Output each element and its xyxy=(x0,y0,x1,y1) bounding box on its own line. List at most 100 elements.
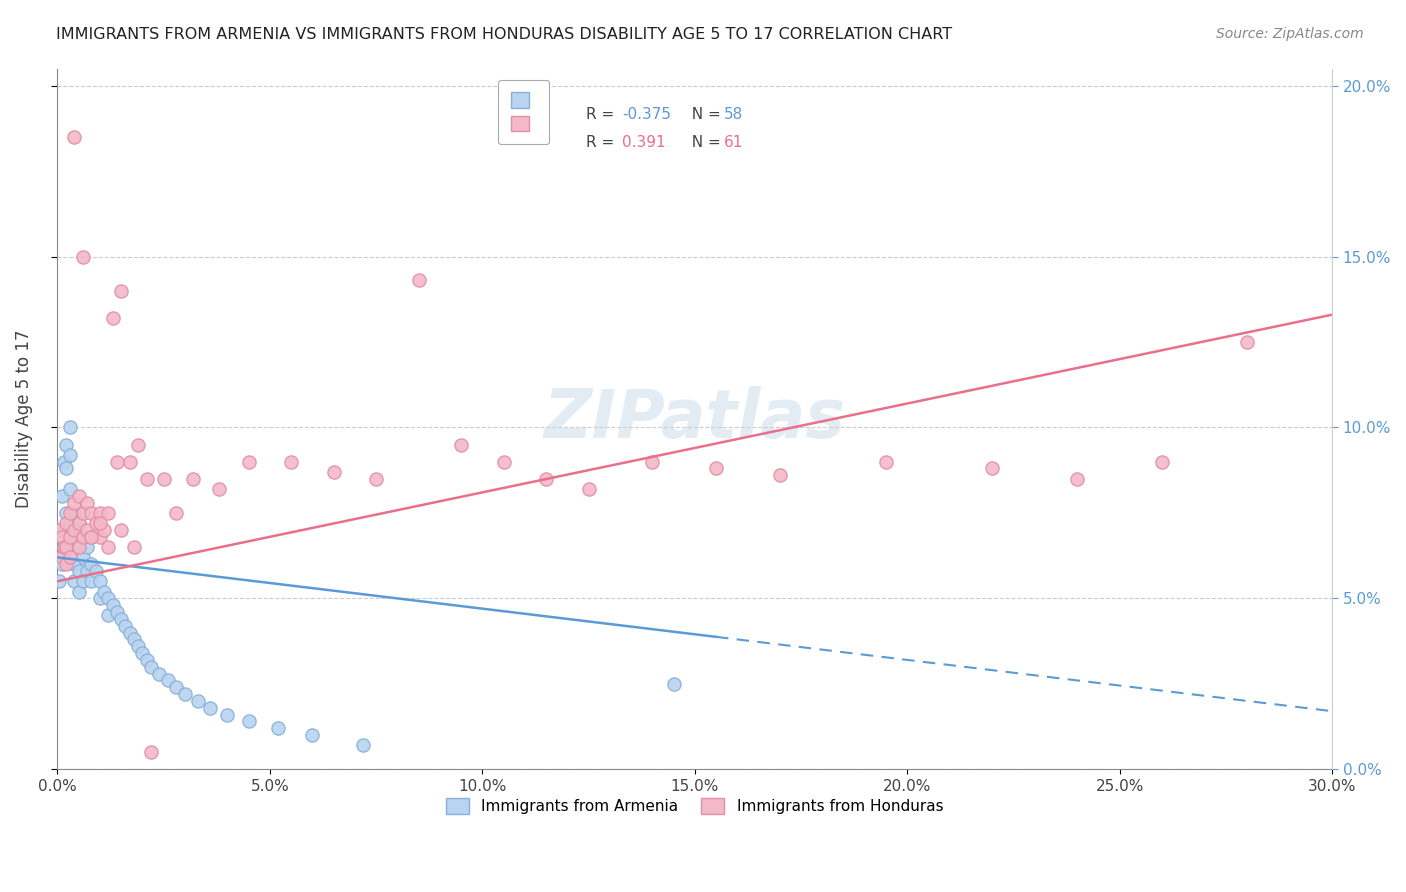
Point xyxy=(59,516,82,531)
Point xyxy=(101,598,124,612)
Point xyxy=(72,530,94,544)
Point xyxy=(67,489,90,503)
Point xyxy=(139,659,162,673)
Point xyxy=(67,540,90,554)
Point xyxy=(534,472,557,486)
Point xyxy=(93,584,115,599)
Point xyxy=(67,584,90,599)
Legend: Immigrants from Armenia, Immigrants from Honduras: Immigrants from Armenia, Immigrants from… xyxy=(436,788,953,825)
Point xyxy=(181,472,204,486)
Point xyxy=(72,574,94,589)
Text: N =: N = xyxy=(682,135,725,150)
Point xyxy=(63,496,86,510)
Point xyxy=(80,574,103,589)
Point xyxy=(80,558,103,572)
Point xyxy=(200,700,222,714)
Point xyxy=(55,540,77,554)
Point xyxy=(72,506,94,520)
Point xyxy=(63,530,86,544)
Point xyxy=(492,455,515,469)
Point xyxy=(165,680,187,694)
Point xyxy=(156,673,179,688)
Text: 0.391: 0.391 xyxy=(621,135,665,150)
Point xyxy=(67,564,90,578)
Text: 58: 58 xyxy=(724,106,744,121)
Point xyxy=(76,523,98,537)
Point xyxy=(72,550,94,565)
Point xyxy=(55,506,77,520)
Point xyxy=(59,550,82,565)
Point xyxy=(84,564,107,578)
Point xyxy=(135,472,157,486)
Point xyxy=(67,516,90,531)
Point xyxy=(105,605,128,619)
Point xyxy=(72,250,94,264)
Point xyxy=(89,516,111,531)
Point xyxy=(208,482,231,496)
Point xyxy=(89,591,111,606)
Point xyxy=(122,632,145,647)
Point xyxy=(80,506,103,520)
Point xyxy=(118,455,141,469)
Point xyxy=(52,455,75,469)
Point xyxy=(76,540,98,554)
Y-axis label: Disability Age 5 to 17: Disability Age 5 to 17 xyxy=(15,330,32,508)
Text: 61: 61 xyxy=(724,135,744,150)
Point xyxy=(55,558,77,572)
Point xyxy=(51,530,73,544)
Point xyxy=(59,550,82,565)
Point xyxy=(67,516,90,531)
Point xyxy=(118,625,141,640)
Text: R =: R = xyxy=(586,106,620,121)
Point xyxy=(59,420,82,434)
Point xyxy=(97,506,120,520)
Point xyxy=(662,677,685,691)
Point xyxy=(80,530,103,544)
Point xyxy=(89,574,111,589)
Point xyxy=(59,448,82,462)
Point xyxy=(52,540,75,554)
Point xyxy=(55,461,77,475)
Point xyxy=(63,129,86,144)
Point xyxy=(48,523,70,537)
Point xyxy=(135,653,157,667)
Point xyxy=(51,550,73,565)
Point xyxy=(55,516,77,531)
Text: N =: N = xyxy=(682,106,725,121)
Point xyxy=(63,574,86,589)
Point xyxy=(127,437,149,451)
Text: ZIPatlas: ZIPatlas xyxy=(544,386,846,452)
Point xyxy=(408,273,430,287)
Point xyxy=(63,523,86,537)
Point xyxy=(55,437,77,451)
Point xyxy=(93,523,115,537)
Point xyxy=(641,455,664,469)
Point xyxy=(267,721,290,735)
Point xyxy=(1066,472,1088,486)
Point xyxy=(63,506,86,520)
Point xyxy=(280,455,302,469)
Point xyxy=(110,284,132,298)
Point xyxy=(76,564,98,578)
Point xyxy=(97,608,120,623)
Point xyxy=(97,540,120,554)
Text: R =: R = xyxy=(586,135,620,150)
Point xyxy=(450,437,472,451)
Point xyxy=(76,496,98,510)
Point xyxy=(981,461,1004,475)
Point xyxy=(89,506,111,520)
Text: IMMIGRANTS FROM ARMENIA VS IMMIGRANTS FROM HONDURAS DISABILITY AGE 5 TO 17 CORRE: IMMIGRANTS FROM ARMENIA VS IMMIGRANTS FR… xyxy=(56,27,952,42)
Point xyxy=(110,523,132,537)
Point xyxy=(127,639,149,653)
Point xyxy=(1236,334,1258,349)
Point xyxy=(322,465,344,479)
Point xyxy=(51,489,73,503)
Point xyxy=(72,530,94,544)
Point xyxy=(131,646,153,660)
Point xyxy=(238,455,260,469)
Point xyxy=(114,618,136,632)
Point xyxy=(173,687,195,701)
Point xyxy=(67,540,90,554)
Point xyxy=(52,540,75,554)
Point xyxy=(97,591,120,606)
